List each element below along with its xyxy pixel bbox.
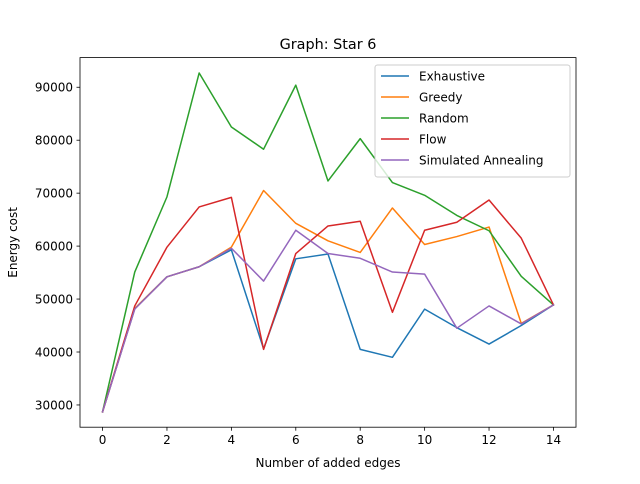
legend-label: Greedy <box>419 90 462 104</box>
x-tick-label: 12 <box>481 433 496 447</box>
y-axis-label: Energy cost <box>6 207 20 278</box>
y-tick-label: 50000 <box>35 292 73 306</box>
x-tick-label: 6 <box>292 433 300 447</box>
y-tick-label: 90000 <box>35 81 73 95</box>
legend-label: Exhaustive <box>419 69 485 83</box>
chart-title: Graph: Star 6 <box>280 37 377 53</box>
y-tick-label: 40000 <box>35 345 73 359</box>
legend-label: Flow <box>419 132 447 146</box>
legend-label: Random <box>419 111 469 125</box>
y-tick-label: 60000 <box>35 239 73 253</box>
x-tick-label: 2 <box>163 433 171 447</box>
y-tick-label: 80000 <box>35 134 73 148</box>
y-tick-label: 70000 <box>35 186 73 200</box>
x-tick-label: 4 <box>228 433 236 447</box>
legend-label: Simulated Annealing <box>419 153 544 167</box>
x-tick-label: 14 <box>546 433 561 447</box>
x-axis-label: Number of added edges <box>255 456 400 470</box>
x-tick-label: 8 <box>356 433 364 447</box>
x-tick-label: 10 <box>417 433 432 447</box>
x-tick-label: 0 <box>99 433 107 447</box>
y-tick-label: 30000 <box>35 398 73 412</box>
legend: Exhaustive Greedy Random Flow Simulated Anne… <box>375 65 570 177</box>
